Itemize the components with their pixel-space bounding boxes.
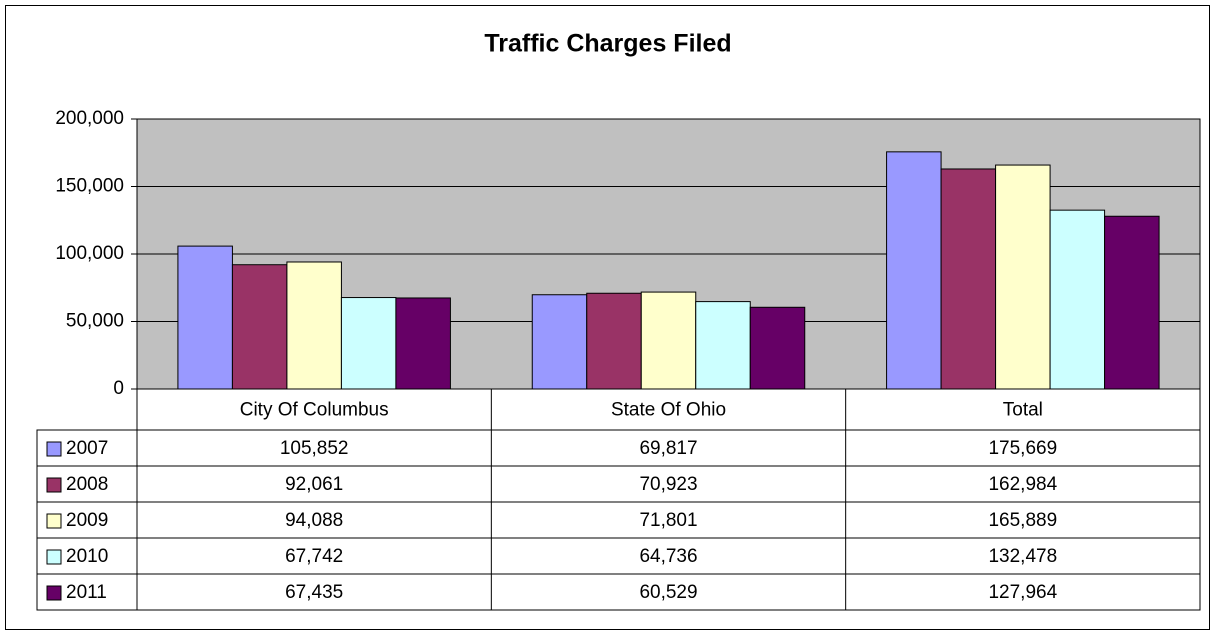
table-value: 105,852 [280,438,349,459]
table-value: 64,736 [639,546,697,567]
bar [340,297,397,390]
bar [1104,215,1160,390]
table-value: 67,742 [285,546,343,567]
y-tick-label: 0 [113,378,124,399]
x-tick-label: State Of Ohio [611,400,726,421]
legend-label: 2008 [66,474,108,495]
bar [749,306,806,390]
bar [177,245,233,390]
bar [395,297,451,390]
bar [286,261,342,390]
chart-title: Traffic Charges Filed [484,30,731,58]
legend-label: 2007 [66,438,108,459]
table-value: 162,984 [988,474,1057,495]
y-tick-label: 100,000 [55,243,124,264]
bar [586,292,642,390]
bar [1049,209,1106,390]
table-value: 165,889 [988,510,1057,531]
legend-key [46,513,62,529]
legend-key [46,477,62,493]
x-tick-label: Total [1003,400,1043,421]
table-value: 127,964 [988,582,1057,603]
bar [231,264,288,390]
table-value: 94,088 [285,510,343,531]
table-value: 71,801 [639,510,697,531]
bar [531,294,588,390]
table-value: 67,435 [285,582,343,603]
table-value: 69,817 [639,438,697,459]
legend-key [46,585,62,601]
y-tick-label: 200,000 [55,108,124,129]
bar [640,291,697,390]
table-value: 60,529 [639,582,697,603]
legend-label: 2009 [66,510,108,531]
table-value: 92,061 [285,474,343,495]
table-value: 70,923 [639,474,697,495]
bar [695,301,751,390]
bar [940,168,997,390]
table-value: 132,478 [988,546,1057,567]
legend-label: 2010 [66,546,108,567]
legend-label: 2011 [66,582,107,603]
legend-key [46,549,62,565]
table-value: 175,669 [988,438,1057,459]
bar [886,151,942,390]
legend-key [46,441,62,457]
y-tick-label: 150,000 [55,176,124,197]
bar [995,164,1051,390]
x-tick-label: City Of Columbus [240,400,389,421]
y-tick-label: 50,000 [66,311,124,332]
